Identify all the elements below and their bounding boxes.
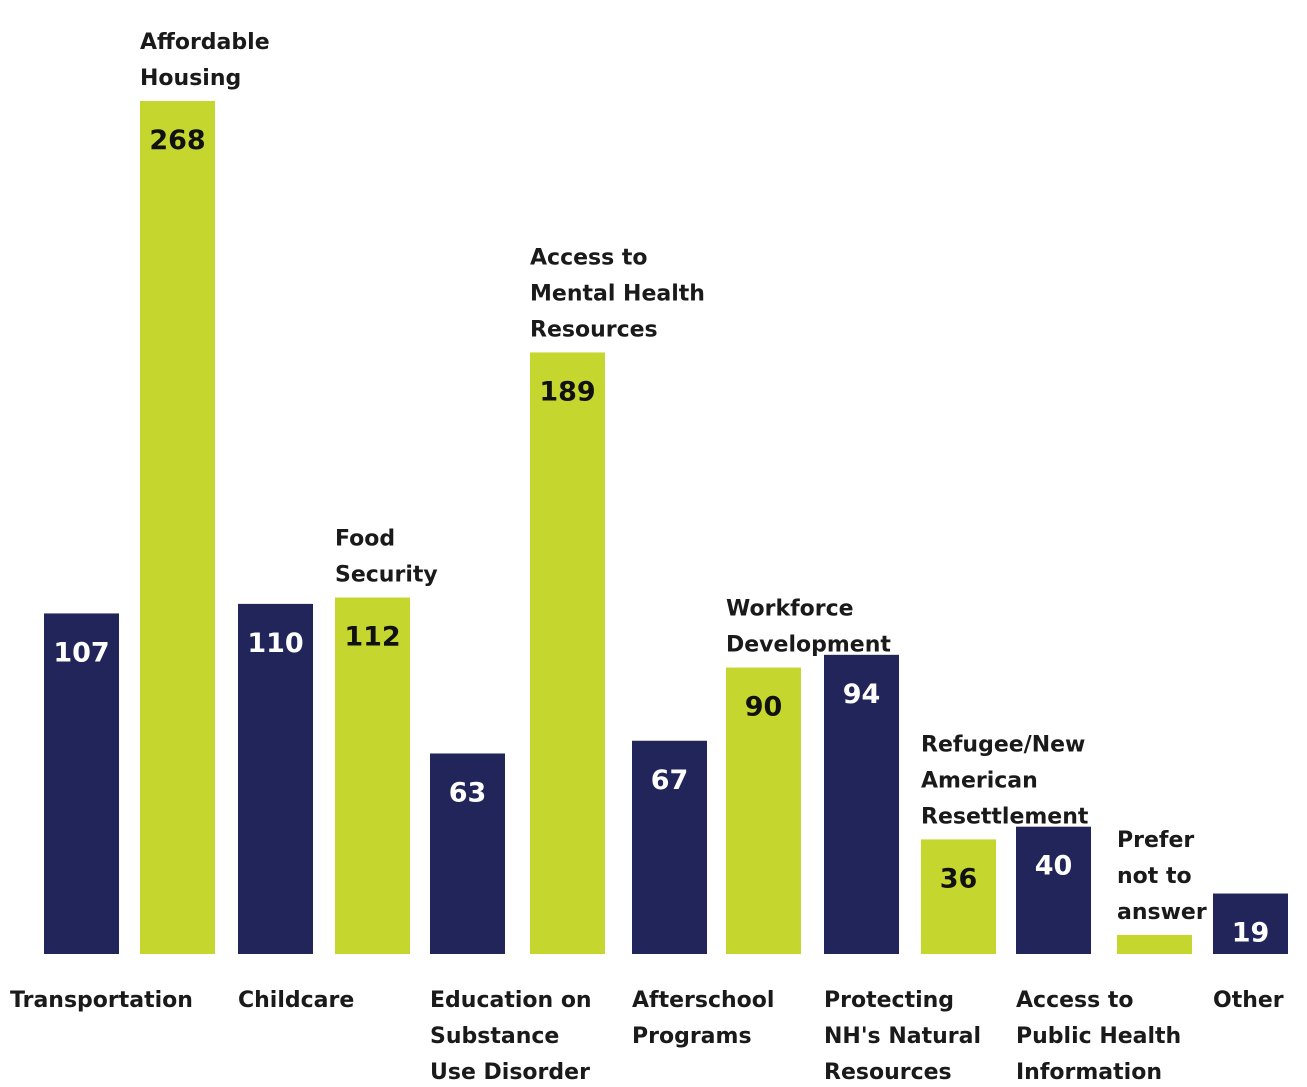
- bar-workforce-development: [726, 667, 801, 954]
- bar-access-to-mental-health-resources: [530, 352, 605, 954]
- category-label-prefer-not-to-answer-line-2: not to: [1117, 864, 1192, 889]
- category-label-education-on-substance-use-disorder-line-3: Use Disorder: [430, 1060, 590, 1085]
- category-label-access-to-mental-health-resources-line-3: Resources: [530, 317, 658, 342]
- category-label-access-to-public-health-information-line-2: Public Health: [1016, 1024, 1181, 1049]
- value-label-affordable-housing: 268: [149, 125, 205, 156]
- bar-protecting-nh-s-natural-resources: [824, 654, 899, 954]
- value-label-workforce-development: 90: [745, 692, 783, 723]
- value-label-access-to-mental-health-resources: 189: [539, 376, 595, 407]
- category-label-protecting-nh-s-natural-resources-line-2: NH's Natural: [824, 1024, 981, 1049]
- bar-childcare: [238, 603, 313, 954]
- value-label-refugee-new-american-resettlement: 36: [940, 863, 978, 894]
- category-label-food-security-line-1: Food: [335, 527, 395, 552]
- category-label-workforce-development-line-1: Workforce: [726, 597, 854, 622]
- value-label-protecting-nh-s-natural-resources: 94: [843, 679, 881, 710]
- value-label-food-security: 112: [344, 622, 400, 653]
- category-label-other-line-1: Other: [1213, 988, 1284, 1013]
- bar-education-on-substance-use-disorder: [430, 753, 505, 954]
- category-label-protecting-nh-s-natural-resources-line-1: Protecting: [824, 988, 954, 1013]
- bar-prefer-not-to-answer: [1117, 934, 1192, 954]
- bar-transportation: [44, 613, 119, 954]
- category-label-education-on-substance-use-disorder-line-1: Education on: [430, 988, 592, 1013]
- category-label-access-to-mental-health-resources-line-2: Mental Health: [530, 281, 705, 306]
- bar-other: [1213, 893, 1288, 954]
- category-label-access-to-public-health-information-line-3: Information: [1016, 1060, 1162, 1085]
- value-label-childcare: 110: [247, 628, 303, 659]
- value-label-transportation: 107: [53, 637, 109, 668]
- category-label-prefer-not-to-answer-line-3: answer: [1117, 900, 1207, 925]
- category-label-food-security-line-2: Security: [335, 563, 438, 588]
- category-label-protecting-nh-s-natural-resources-line-3: Resources: [824, 1060, 952, 1085]
- category-label-childcare-line-1: Childcare: [238, 988, 354, 1013]
- category-label-prefer-not-to-answer-line-1: Prefer: [1117, 828, 1194, 853]
- value-label-afterschool-programs: 67: [651, 765, 689, 796]
- value-label-education-on-substance-use-disorder: 63: [449, 777, 487, 808]
- bar-refugee-new-american-resettlement: [921, 839, 996, 954]
- value-label-other: 19: [1232, 918, 1270, 949]
- value-label-access-to-public-health-information: 40: [1035, 851, 1073, 882]
- bar-afterschool-programs: [632, 740, 707, 954]
- category-label-refugee-new-american-resettlement-line-3: Resettlement: [921, 804, 1089, 829]
- category-label-affordable-housing-line-2: Housing: [140, 66, 241, 91]
- category-label-affordable-housing-line-1: Affordable: [140, 30, 270, 55]
- category-label-refugee-new-american-resettlement-line-1: Refugee/New: [921, 732, 1085, 757]
- category-label-education-on-substance-use-disorder-line-2: Substance: [430, 1024, 559, 1049]
- category-label-access-to-mental-health-resources-line-1: Access to: [530, 245, 648, 270]
- category-label-transportation-line-1: Transportation: [10, 988, 193, 1013]
- category-label-access-to-public-health-information-line-1: Access to: [1016, 988, 1134, 1013]
- category-label-workforce-development-line-2: Development: [726, 633, 891, 658]
- bar-affordable-housing: [140, 101, 215, 954]
- bar-access-to-public-health-information: [1016, 826, 1091, 954]
- bar-food-security: [335, 597, 410, 954]
- category-label-afterschool-programs-line-1: Afterschool: [632, 988, 774, 1013]
- category-label-refugee-new-american-resettlement-line-2: American: [921, 768, 1038, 793]
- category-label-afterschool-programs-line-2: Programs: [632, 1024, 752, 1049]
